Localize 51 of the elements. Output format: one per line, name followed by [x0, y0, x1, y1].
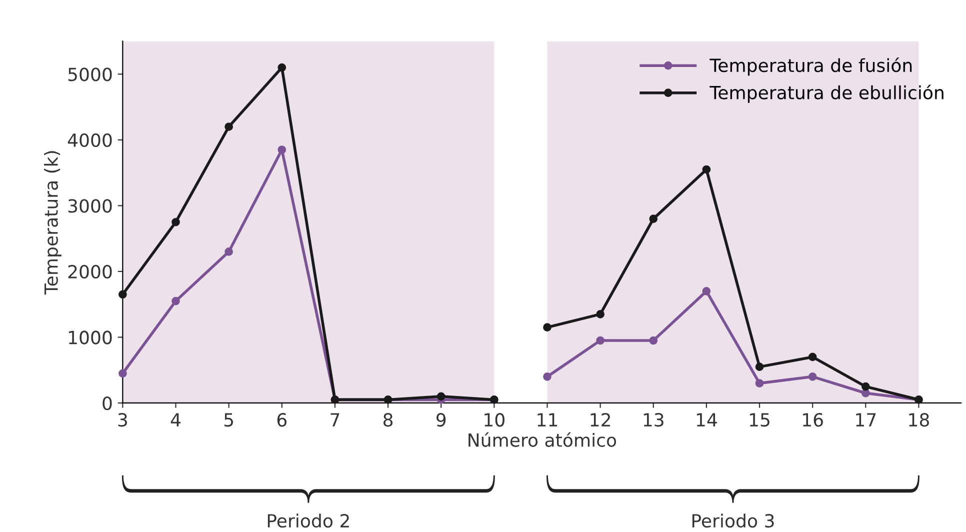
point [702, 287, 711, 296]
x-tick-label: 12 [590, 413, 610, 426]
point [755, 362, 764, 371]
point [596, 310, 604, 318]
point [543, 372, 552, 381]
point [278, 146, 286, 154]
y-tick-label: 2000 [68, 264, 112, 279]
y-tick-label: 1000 [68, 330, 112, 344]
x-tick-label: 13 [644, 413, 664, 427]
x-tick-label: 8 [384, 413, 393, 427]
y-tick-label: 4000 [68, 133, 112, 148]
point [172, 296, 180, 306]
x-tick-label: 9 [436, 413, 446, 427]
x-tick-label: 15 [750, 413, 770, 427]
point [808, 352, 817, 362]
x-tick-label: 11 [538, 413, 558, 426]
x-tick-label: 18 [909, 413, 929, 427]
point [224, 122, 233, 131]
point [543, 323, 552, 332]
point [755, 379, 764, 388]
x-tick-label: 5 [224, 413, 233, 427]
y-tick-label: 3000 [68, 199, 112, 213]
point [436, 392, 446, 401]
x-tick-label: 14 [696, 413, 717, 426]
x-tick-label: 7 [330, 413, 340, 426]
x-tick-label: 6 [277, 413, 286, 427]
legend-label: Temperatura de fusión [710, 57, 912, 76]
legend-label: Temperatura de ebullición [710, 84, 944, 103]
point [596, 336, 604, 345]
y-axis-title: Temperatura (k) [44, 151, 62, 295]
point [861, 388, 870, 398]
point [118, 369, 127, 378]
text: Periodo 2 [268, 514, 349, 528]
point [861, 382, 870, 391]
x-tick-label: 17 [856, 413, 876, 426]
y-tick-label: 0 [102, 396, 112, 410]
text: Periodo 3 [692, 514, 774, 528]
x-tick-label: 10 [484, 413, 504, 427]
point [224, 248, 233, 256]
point [649, 214, 658, 223]
point [702, 165, 711, 174]
point [278, 63, 286, 72]
point [172, 218, 180, 226]
y-tick-label: 5000 [68, 68, 112, 82]
x-tick-label: 4 [170, 413, 180, 426]
point [118, 290, 127, 299]
point [808, 372, 817, 381]
point [649, 336, 658, 345]
x-tick-label: 16 [803, 413, 823, 427]
x-tick-label: 3 [118, 413, 127, 427]
x-axis-title: Número atómico [468, 432, 616, 447]
